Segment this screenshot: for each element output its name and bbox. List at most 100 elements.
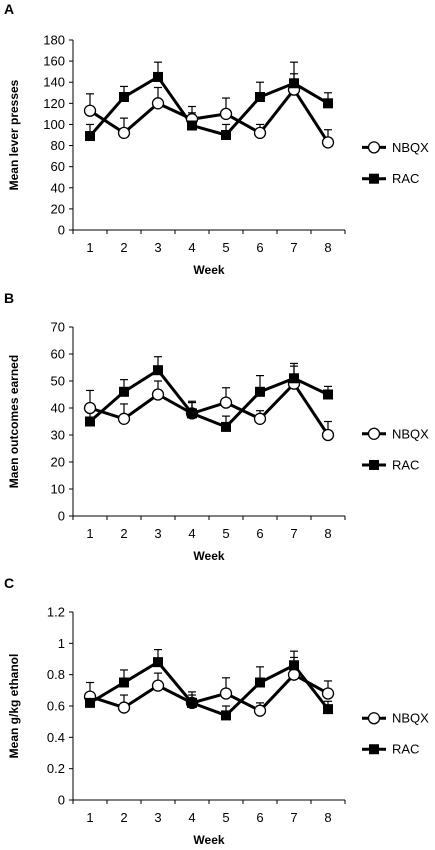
x-tick-label: 4 [188, 526, 195, 541]
x-tick-label: 6 [256, 526, 263, 541]
data-point [117, 126, 131, 140]
panel-letter: A [4, 1, 14, 17]
x-tick-label: 5 [222, 810, 229, 825]
y-tick-label: 140 [43, 75, 65, 90]
y-tick-label: 100 [43, 117, 65, 132]
data-point [287, 668, 301, 681]
data-point [321, 428, 335, 442]
y-tick-label: 0 [58, 223, 65, 238]
legend-marker [369, 459, 379, 470]
legend: NBQX RAC [362, 140, 429, 186]
y-tick-label: 40 [51, 180, 65, 195]
series-line [89, 672, 329, 713]
data-point [153, 365, 163, 376]
legend-label: RAC [392, 171, 419, 186]
y-tick-label: 80 [51, 138, 65, 153]
legend-label: RAC [392, 742, 419, 757]
data-point [83, 401, 97, 415]
data-point [151, 679, 165, 692]
y-tick-label: 160 [43, 54, 65, 69]
data-point [253, 704, 267, 717]
data-point [151, 388, 165, 401]
data-point [255, 677, 265, 688]
markers-rac [85, 657, 333, 721]
y-tick-label: 0.2 [47, 761, 65, 776]
markers-rac [85, 71, 333, 142]
data-point [289, 373, 299, 384]
x-tick-label: 6 [256, 810, 263, 825]
data-point [219, 687, 233, 700]
data-point [85, 416, 95, 427]
y-tick-label: 0.8 [47, 667, 65, 682]
y-tick-label: 0.4 [47, 730, 65, 745]
panel-letter: C [4, 575, 14, 591]
data-point [153, 657, 163, 668]
legend-marker [367, 712, 381, 725]
legend-marker [367, 427, 381, 440]
y-axis-label: Mean lever presses [7, 79, 21, 190]
y-tick-label: 40 [51, 401, 65, 416]
data-point [151, 97, 165, 110]
legend-label: NBQX [392, 426, 429, 441]
x-tick-label: 3 [154, 810, 161, 825]
data-point [323, 389, 333, 400]
legend-marker [367, 141, 381, 154]
y-tick-label: 50 [51, 374, 65, 389]
series-line [88, 74, 329, 138]
data-point [323, 98, 333, 109]
legend: NBQX RAC [362, 426, 429, 472]
panel-letter: B [4, 290, 14, 306]
data-point [85, 131, 95, 142]
data-point [321, 136, 335, 149]
data-point [187, 408, 197, 419]
x-tick-label: 4 [188, 810, 195, 825]
x-tick-label: 1 [86, 526, 93, 541]
x-tick-label: 3 [154, 526, 161, 541]
chart-panel-a: A 0 20 40 60 80 100 120 140 160 180 1 2 3 4 5 6 7 8 Week Mea… [4, 1, 429, 277]
data-point [253, 412, 267, 425]
markers-nbqx [83, 83, 335, 149]
x-tick-label: 1 [86, 810, 93, 825]
legend-label: NBQX [392, 140, 429, 155]
x-tick-label: 5 [222, 526, 229, 541]
data-point [221, 130, 231, 140]
data-point [117, 412, 131, 425]
y-tick-label: 10 [51, 482, 65, 497]
x-tick-label: 6 [256, 240, 263, 255]
series-nbqx [86, 73, 332, 144]
data-point [219, 107, 233, 121]
data-point [187, 120, 197, 131]
data-point [119, 386, 129, 397]
x-tick-label: 5 [222, 240, 229, 255]
chart-panel-b: B 0 10 20 30 40 50 60 70 1 2 3 4 5 6 7 8 Week Maen outcome… [4, 290, 429, 563]
legend-label: RAC [392, 457, 419, 472]
y-tick-label: 180 [43, 33, 65, 48]
series-line [89, 87, 330, 144]
x-axis-label: Week [193, 833, 224, 847]
legend-marker [369, 173, 379, 184]
legend-label: NBQX [392, 711, 429, 726]
x-tick-label: 1 [86, 240, 93, 255]
data-point [119, 677, 129, 688]
y-tick-label: 70 [51, 320, 65, 335]
y-tick-label: 60 [51, 347, 65, 362]
x-tick-label: 8 [324, 526, 331, 541]
x-tick-label: 4 [188, 240, 195, 255]
x-tick-label: 3 [154, 240, 161, 255]
x-tick-label: 7 [290, 526, 297, 541]
data-point [255, 386, 265, 397]
y-tick-label: 30 [51, 428, 65, 443]
data-point [219, 396, 233, 409]
x-tick-label: 8 [324, 240, 331, 255]
data-point [83, 104, 97, 117]
series-line [89, 381, 330, 436]
y-tick-label: 120 [43, 96, 65, 111]
y-tick-label: 20 [51, 201, 65, 216]
markers-rac [85, 365, 333, 432]
x-tick-label: 2 [120, 810, 127, 825]
y-tick-label: 1.2 [47, 605, 65, 620]
x-tick-label: 7 [290, 810, 297, 825]
legend-marker [369, 744, 379, 755]
x-tick-label: 2 [120, 240, 127, 255]
